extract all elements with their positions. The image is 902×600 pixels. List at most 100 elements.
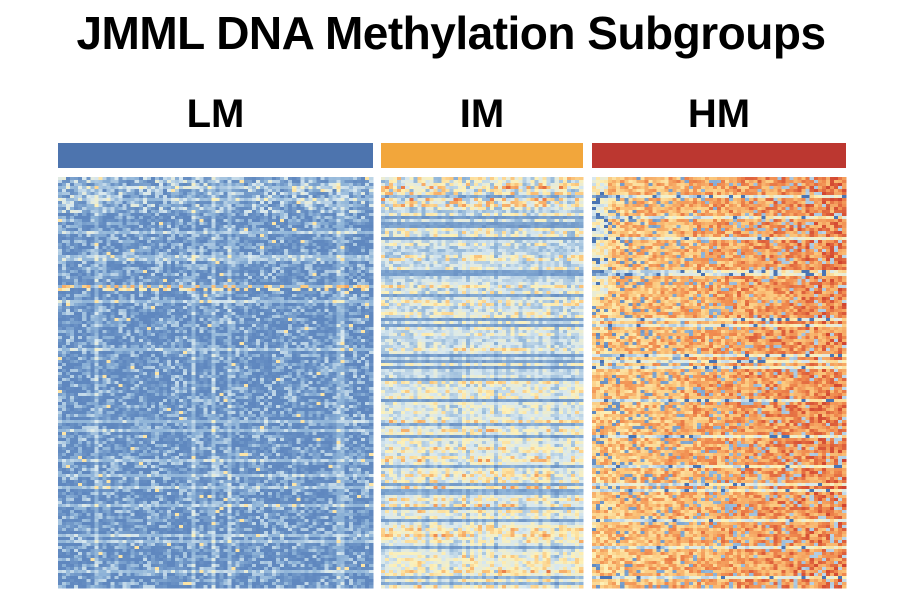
heatmap-cell xyxy=(179,177,183,180)
heatmap-cell xyxy=(316,207,320,210)
heatmap-cell xyxy=(127,225,131,228)
heatmap-cell xyxy=(115,192,119,195)
heatmap-cell xyxy=(232,192,236,195)
heatmap-cell xyxy=(248,177,252,180)
heatmap-cell xyxy=(220,240,224,243)
heatmap-cell xyxy=(115,186,119,189)
heatmap-cell xyxy=(308,237,312,240)
heatmap-cell xyxy=(123,198,127,201)
heatmap-cell xyxy=(312,195,316,198)
heatmap-cell xyxy=(98,222,102,225)
heatmap-cell xyxy=(337,258,341,261)
heatmap-cell xyxy=(94,219,98,222)
heatmap-cell xyxy=(111,249,115,252)
heatmap-cell xyxy=(357,198,361,201)
heatmap-cell xyxy=(98,234,102,237)
heatmap-cell xyxy=(329,177,333,180)
heatmap-cell xyxy=(62,264,66,267)
heatmap-cell xyxy=(74,246,78,249)
heatmap-cell xyxy=(70,201,74,204)
heatmap-cell xyxy=(321,225,325,228)
heatmap-cell xyxy=(268,180,272,183)
heatmap-cell xyxy=(187,237,191,240)
heatmap-cell xyxy=(325,261,329,264)
heatmap-cell xyxy=(155,240,159,243)
heatmap-cell xyxy=(163,195,167,198)
heatmap-cell xyxy=(207,183,211,186)
heatmap-cell xyxy=(276,219,280,222)
heatmap-cell xyxy=(203,216,207,219)
heatmap-cell xyxy=(159,195,163,198)
heatmap-cell xyxy=(135,261,139,264)
heatmap-cell xyxy=(123,186,127,189)
heatmap-cell xyxy=(361,204,365,207)
heatmap-cell xyxy=(203,255,207,258)
heatmap-cell xyxy=(119,195,123,198)
heatmap-cell xyxy=(365,210,369,213)
heatmap-cell xyxy=(321,216,325,219)
heatmap-cell xyxy=(70,264,74,267)
heatmap-cell xyxy=(341,210,345,213)
heatmap-cell xyxy=(211,186,215,189)
heatmap-cell xyxy=(191,246,195,249)
heatmap-cell xyxy=(62,222,66,225)
heatmap-cell xyxy=(232,240,236,243)
heatmap-cell xyxy=(333,246,337,249)
heatmap-cell xyxy=(143,210,147,213)
heatmap-cell xyxy=(228,186,232,189)
heatmap-cell xyxy=(139,219,143,222)
heatmap-cell xyxy=(86,222,90,225)
heatmap-cell xyxy=(167,234,171,237)
heatmap-cell xyxy=(115,249,119,252)
heatmap-cell xyxy=(321,207,325,210)
heatmap-cell xyxy=(272,258,276,261)
heatmap-cell xyxy=(292,258,296,261)
heatmap-cell xyxy=(151,180,155,183)
heatmap-cell xyxy=(135,252,139,255)
heatmap-cell xyxy=(244,237,248,240)
heatmap-cell xyxy=(337,261,341,264)
heatmap-cell xyxy=(171,207,175,210)
heatmap-cell xyxy=(228,249,232,252)
heatmap-cell xyxy=(187,258,191,261)
heatmap-cell xyxy=(82,213,86,216)
heatmap-cell xyxy=(292,249,296,252)
heatmap-cell xyxy=(62,192,66,195)
heatmap-cell xyxy=(280,216,284,219)
heatmap-cell xyxy=(155,219,159,222)
heatmap-cell xyxy=(252,246,256,249)
heatmap-cell xyxy=(308,216,312,219)
heatmap-cell xyxy=(123,192,127,195)
heatmap-cell xyxy=(312,210,316,213)
heatmap-cell xyxy=(66,201,70,204)
heatmap-cell xyxy=(240,201,244,204)
heatmap-cell xyxy=(135,210,139,213)
heatmap-cell xyxy=(296,243,300,246)
heatmap-cell xyxy=(353,234,357,237)
heatmap-cell xyxy=(248,198,252,201)
heatmap-cell xyxy=(365,195,369,198)
heatmap-cell xyxy=(211,246,215,249)
heatmap-cell xyxy=(268,222,272,225)
heatmap-cell xyxy=(199,186,203,189)
heatmap-cell xyxy=(296,216,300,219)
heatmap-cell xyxy=(325,234,329,237)
heatmap-cell xyxy=(175,222,179,225)
heatmap-cell xyxy=(272,237,276,240)
heatmap-cell xyxy=(62,255,66,258)
heatmap-cell xyxy=(171,201,175,204)
heatmap-cell xyxy=(147,183,151,186)
heatmap-cell xyxy=(304,228,308,231)
heatmap-cell xyxy=(179,204,183,207)
heatmap-cell xyxy=(191,177,195,180)
heatmap-cell xyxy=(369,246,373,249)
heatmap-cell xyxy=(308,180,312,183)
heatmap-cell xyxy=(248,219,252,222)
heatmap-cell xyxy=(167,258,171,261)
heatmap-cell xyxy=(171,219,175,222)
heatmap-cell xyxy=(159,186,163,189)
heatmap-cell xyxy=(216,195,220,198)
heatmap-cell xyxy=(203,225,207,228)
heatmap-cell xyxy=(345,192,349,195)
heatmap-cell xyxy=(325,216,329,219)
